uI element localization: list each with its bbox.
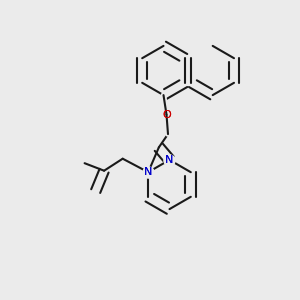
Text: O: O [162,110,171,120]
Text: O: O [162,110,171,120]
Text: N: N [144,167,152,177]
Text: N: N [165,155,174,165]
Text: N: N [165,155,174,165]
Text: N: N [144,167,152,177]
